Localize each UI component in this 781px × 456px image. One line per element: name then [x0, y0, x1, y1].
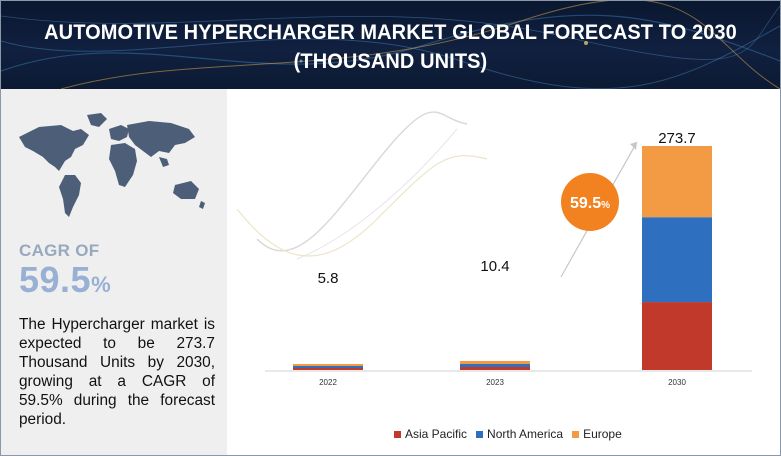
legend-swatch [572, 430, 580, 438]
total-value-label-2030: 273.7 [658, 130, 696, 147]
world-map-icon [19, 113, 205, 217]
legend-item-north-america: North America [476, 427, 563, 441]
bar-europe-2030 [642, 146, 712, 218]
total-value-label-2022: 5.8 [318, 270, 339, 287]
bar-north-america-2022 [293, 366, 363, 368]
legend-swatch [476, 430, 484, 438]
cagr-label: CAGR OF [19, 241, 100, 260]
chart-legend: Asia Pacific North America Europe [394, 427, 631, 441]
bar-asia-pacific-2030 [642, 302, 712, 370]
x-tick-label-2022: 2022 [319, 378, 337, 387]
bar-north-america-2030 [642, 217, 712, 303]
bar-north-america-2023 [460, 364, 530, 367]
legend-label: Asia Pacific [405, 427, 468, 441]
chart-area: 2022 5.8 2023 10.4 2030 273.7 59.5% Asia Paci… [227, 89, 780, 455]
summary-panel: CAGR OF 59.5% The Hypercharger market is… [1, 89, 227, 455]
legend-label: Europe [583, 427, 622, 441]
legend-item-asia-pacific: Asia Pacific [394, 427, 467, 441]
light-streaks-decoration [1, 1, 780, 89]
cagr-badge-unit: % [601, 200, 610, 211]
bar-europe-2023 [460, 361, 530, 364]
cagr-number: 59.5 [19, 259, 92, 300]
bar-asia-pacific-2022 [293, 368, 363, 370]
x-tick-label-2030: 2030 [668, 378, 686, 387]
stacked-bar-chart: 2022 5.8 2023 10.4 2030 273.7 59.5% [236, 111, 752, 387]
market-description: The Hypercharger market is expected to b… [19, 316, 215, 428]
total-value-label-2023: 10.4 [480, 258, 509, 275]
x-tick-label-2023: 2023 [486, 378, 504, 387]
legend-item-europe: Europe [572, 427, 622, 441]
cagr-badge: 59.5% [561, 173, 619, 231]
bar-europe-2022 [293, 364, 363, 366]
header-banner: AUTOMOTIVE HYPERCHARGER MARKET GLOBAL FO… [1, 1, 780, 89]
page-title: AUTOMOTIVE HYPERCHARGER MARKET GLOBAL FO… [44, 20, 737, 73]
legend-label: North America [487, 427, 564, 441]
bar-asia-pacific-2023 [460, 367, 530, 370]
cagr-percent-sign: % [91, 272, 112, 297]
legend-swatch [394, 430, 401, 438]
chart-background-swirls [236, 111, 488, 260]
cagr-badge-value: 59.5 [570, 195, 601, 212]
cagr-value: 59.5% [19, 259, 111, 301]
svg-text:59.5%: 59.5% [570, 195, 610, 212]
